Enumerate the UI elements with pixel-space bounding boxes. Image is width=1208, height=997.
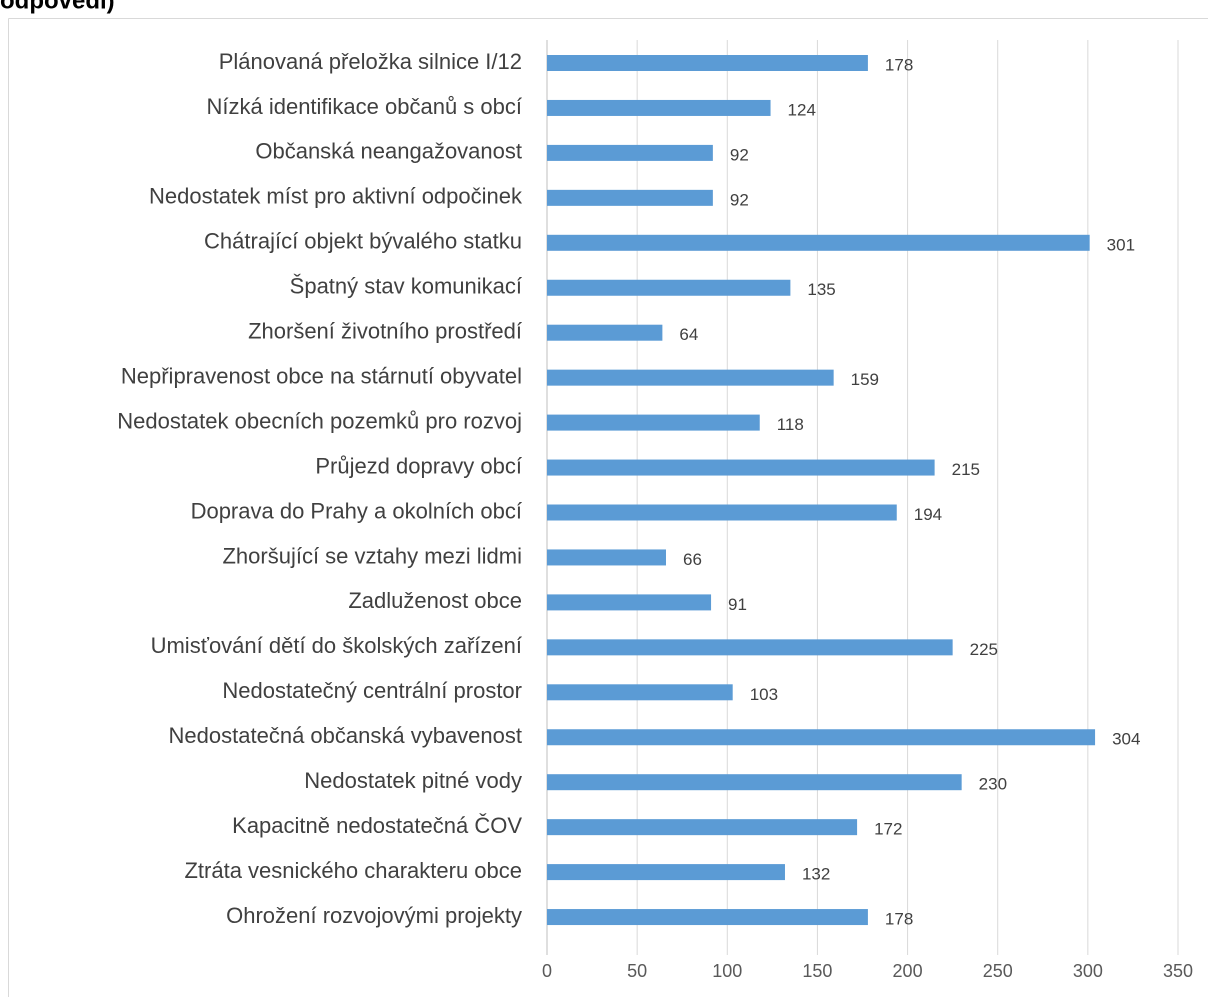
value-label: 178 [885,55,913,74]
bar [547,189,713,206]
y-tick-label: Kapacitně nedostatečná ČOV [232,813,522,838]
value-label: 194 [914,505,942,524]
bar [547,324,663,341]
value-label: 103 [750,685,778,704]
x-tick-label: 100 [712,961,742,981]
value-label: 91 [728,595,747,614]
value-label: 66 [683,550,702,569]
x-tick-label: 350 [1163,961,1193,981]
y-tick-label: Občanská neangažovanost [255,139,522,164]
y-tick-label: Nedostatek pitné vody [304,768,522,793]
value-label: 132 [802,865,830,884]
y-tick-label: Ztráta vesnického charakteru obce [184,858,522,883]
y-tick-label: Zhoršující se vztahy mezi lidmi [222,543,522,568]
x-tick-label: 200 [893,961,923,981]
bar [547,504,897,521]
value-label: 225 [970,640,998,659]
y-tick-label: Špatný stav komunikací [290,274,522,299]
bar [547,684,733,701]
bar [547,234,1090,251]
value-label: 301 [1107,235,1135,254]
x-tick-label: 250 [983,961,1013,981]
bar [547,594,712,611]
value-label: 118 [777,415,804,434]
y-tick-label: Zhoršení životního prostředí [248,319,522,344]
x-tick-label: 0 [542,961,552,981]
bar [547,369,834,386]
value-label: 215 [952,460,980,479]
chart-title: odpovědi) [0,0,115,14]
y-tick-label: Nedostatečný centrální prostor [222,678,522,703]
value-label: 92 [730,145,749,164]
bar [547,819,858,836]
value-label: 159 [851,370,879,389]
bar [547,639,953,656]
y-tick-label: Zadluženost obce [348,588,522,613]
bar [547,459,935,476]
bar [547,864,785,881]
y-tick-label: Nedostatek míst pro aktivní odpočinek [149,184,523,209]
x-tick-label: 50 [627,961,647,981]
x-tick-label: 150 [802,961,832,981]
bar [547,279,791,296]
bar [547,729,1096,746]
bar [547,414,760,431]
y-tick-label: Nedostatek obecních pozemků pro rozvoj [117,408,522,433]
value-label: 304 [1112,730,1140,749]
value-label: 64 [679,325,698,344]
value-label: 172 [874,820,902,839]
y-tick-label: Doprava do Prahy a okolních obcí [191,498,522,523]
value-label: 135 [807,280,835,299]
y-tick-label: Umisťování dětí do školských zařízení [151,633,522,658]
value-label: 92 [730,190,749,209]
value-label: 230 [979,775,1007,794]
bar [547,774,962,791]
y-tick-label: Nízká identifikace občanů s obcí [206,94,522,119]
bar [547,144,713,161]
bar [547,55,868,71]
y-tick-label: Nepřipravenost obce na stárnutí obyvatel [121,363,522,388]
value-label: 124 [788,100,816,119]
y-tick-label: Ohrožení rozvojovými projekty [226,903,522,928]
y-tick-label: Plánovaná přeložka silnice I/12 [219,49,522,74]
x-tick-label: 300 [1073,961,1103,981]
bar [547,549,666,566]
value-label: 178 [885,910,913,929]
y-tick-label: Průjezd dopravy obcí [315,453,522,478]
bar [547,909,868,926]
bar [547,99,771,116]
y-tick-label: Nedostatečná občanská vybavenost [169,723,522,748]
y-tick-label: Chátrající objekt bývalého statku [204,229,522,254]
